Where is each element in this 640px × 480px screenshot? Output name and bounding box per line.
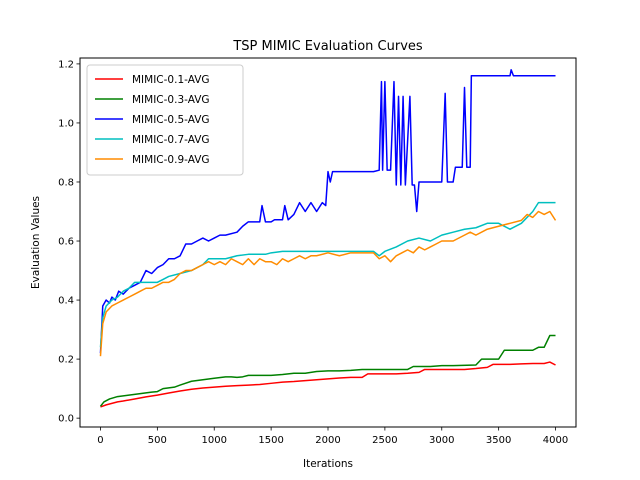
x-tick-label: 0 xyxy=(97,435,103,446)
x-axis-label: Iterations xyxy=(303,458,353,470)
y-tick-label: 0.4 xyxy=(58,296,74,307)
series-layer xyxy=(99,69,557,408)
legend-entry: MIMIC-0.1-AVG xyxy=(132,74,210,86)
x-tick-label: 500 xyxy=(148,435,167,446)
y-axis: 0.0 0.2 0.4 0.6 0.8 1.0 1.2 xyxy=(58,59,80,425)
x-tick-label: 1000 xyxy=(202,435,227,446)
series-line-4 xyxy=(99,201,556,348)
legend-box xyxy=(86,64,244,176)
x-tick-label: 4000 xyxy=(543,435,568,446)
y-tick-label: 0.2 xyxy=(58,355,74,366)
x-tick-label: 3000 xyxy=(429,435,454,446)
y-tick-label: 0.8 xyxy=(58,177,74,188)
y-tick-label: 1.0 xyxy=(58,118,74,129)
x-tick-label: 1500 xyxy=(258,435,283,446)
series-line-5 xyxy=(99,210,557,357)
legend-entry: MIMIC-0.9-AVG xyxy=(132,154,210,166)
x-axis: 0 500 1000 1500 2000 2500 3000 3500 4000 xyxy=(97,427,568,446)
x-tick-label: 3500 xyxy=(486,435,511,446)
chart-title: TSP MIMIC Evaluation Curves xyxy=(232,39,423,54)
legend-entry: MIMIC-0.3-AVG xyxy=(132,94,210,106)
y-tick-label: 0.0 xyxy=(58,414,74,425)
series-line-3 xyxy=(99,69,556,354)
series-line-2 xyxy=(99,334,556,407)
legend-entry: MIMIC-0.7-AVG xyxy=(132,134,210,146)
x-tick-label: 2000 xyxy=(315,435,340,446)
y-tick-label: 1.2 xyxy=(58,59,74,70)
series-line-1 xyxy=(100,361,556,408)
y-tick-label: 0.6 xyxy=(58,237,74,248)
y-axis-label: Evaluation Values xyxy=(30,196,42,289)
legend: MIMIC-0.1-AVG MIMIC-0.3-AVG MIMIC-0.5-AVG M… xyxy=(86,64,244,176)
legend-entry: MIMIC-0.5-AVG xyxy=(132,114,210,126)
x-tick-label: 2500 xyxy=(372,435,397,446)
